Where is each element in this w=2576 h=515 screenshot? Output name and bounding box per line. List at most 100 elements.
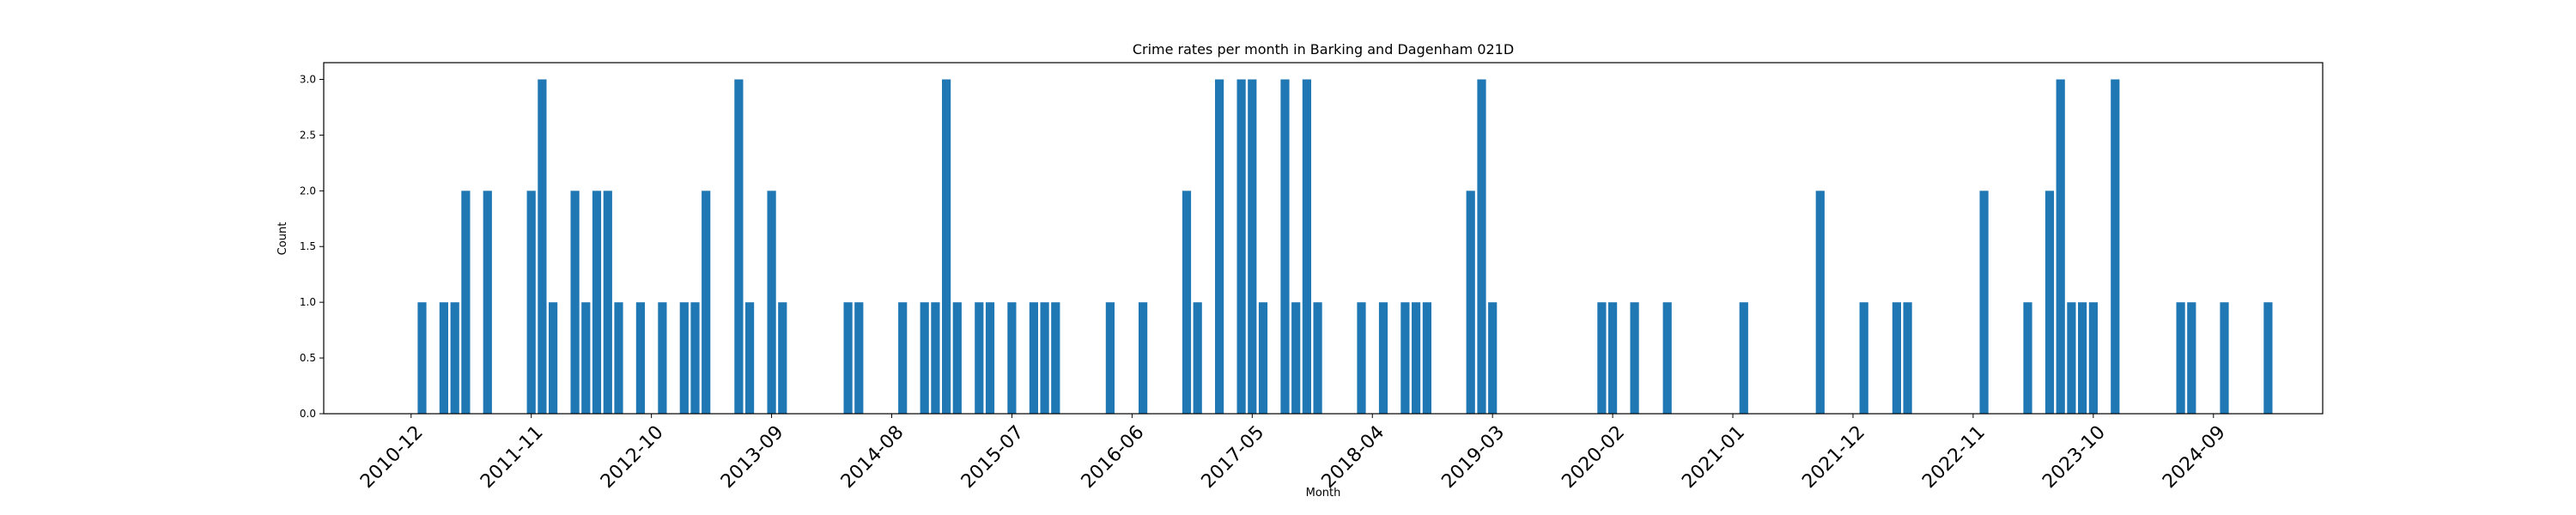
bar-2012-05 <box>592 191 602 415</box>
bar-2018-07 <box>1400 302 1410 414</box>
bar-2024-10 <box>2220 302 2229 414</box>
bar-2011-05 <box>461 191 471 415</box>
bar-2018-05 <box>1378 302 1388 414</box>
y-axis: 0.0 0.5 1.0 1.5 2.0 2.5 3.0 <box>300 73 324 420</box>
bar-2022-04 <box>1892 302 1901 414</box>
x-tick-label: 2021-01 <box>1678 421 1749 493</box>
bar-2013-06 <box>734 79 744 414</box>
x-tick-label: 2023-10 <box>2038 421 2110 493</box>
bar-2012-01 <box>549 302 558 414</box>
bar-2017-05 <box>1248 79 1257 414</box>
bar-2025-02 <box>2263 302 2273 414</box>
bar-2016-12 <box>1193 302 1202 414</box>
bar-2013-09 <box>767 191 776 415</box>
bar-2017-10 <box>1302 79 1311 414</box>
x-tick-label: 2021-12 <box>1798 421 1869 493</box>
x-tick-label: 2016-06 <box>1078 421 1149 493</box>
y-tick-label: 0.0 <box>300 408 316 420</box>
bar-2019-02 <box>1477 79 1486 414</box>
bar-2015-10 <box>1040 302 1049 414</box>
bar-2020-02 <box>1608 302 1618 414</box>
bar-2017-09 <box>1291 302 1301 414</box>
bar-2015-02 <box>952 302 962 414</box>
bar-2013-03 <box>702 191 711 415</box>
bar-2023-04 <box>2023 302 2032 414</box>
bar-2011-11 <box>526 191 536 415</box>
bar-2012-09 <box>635 302 645 414</box>
x-tick-label: 2011-11 <box>477 421 548 493</box>
bar-2013-02 <box>690 302 700 414</box>
bar-2014-11 <box>920 302 929 414</box>
bar-2024-07 <box>2187 302 2196 414</box>
x-tick-label: 2013-09 <box>717 421 788 493</box>
y-tick-label: 1.5 <box>300 240 316 252</box>
bar-2016-07 <box>1139 302 1148 414</box>
bar-2018-03 <box>1357 302 1366 414</box>
chart-title: Crime rates per month in Barking and Dag… <box>1133 41 1514 58</box>
x-tick-label: 2015-07 <box>957 421 1029 493</box>
bar-2015-04 <box>975 302 984 414</box>
x-tick-label: 2022-11 <box>1918 421 1990 493</box>
bar-2022-12 <box>1979 191 1989 415</box>
bar-2023-06 <box>2044 191 2055 415</box>
bar-2011-04 <box>450 302 459 414</box>
bar-2024-06 <box>2176 302 2185 414</box>
bar-2017-08 <box>1280 79 1290 414</box>
bar-2014-05 <box>854 302 864 414</box>
bar-2023-12 <box>2111 79 2120 414</box>
bar-2023-10 <box>2088 302 2098 414</box>
x-tick-label: 2014-08 <box>837 421 908 493</box>
bar-2017-06 <box>1258 302 1268 414</box>
bar-2022-01 <box>1859 302 1868 414</box>
bar-2018-08 <box>1412 302 1421 414</box>
bar-2018-09 <box>1422 302 1431 414</box>
y-tick-label: 1.0 <box>300 296 316 308</box>
x-axis: 2010-12 2011-11 2012-10 2013-09 2014-08 2015-… <box>356 414 2230 493</box>
bar-2016-11 <box>1182 191 1192 415</box>
bar-2023-09 <box>2078 302 2087 414</box>
x-tick-label: 2018-04 <box>1318 421 1389 493</box>
bar-2011-01 <box>417 302 427 414</box>
bar-2011-07 <box>483 191 492 415</box>
bar-2014-09 <box>898 302 908 414</box>
bar-2012-06 <box>603 191 612 415</box>
bar-2019-01 <box>1466 191 1475 415</box>
x-tick-label: 2017-05 <box>1198 421 1269 493</box>
x-axis-label: Month <box>1306 487 1341 500</box>
bar-2019-03 <box>1488 302 1498 414</box>
y-tick-label: 2.5 <box>300 129 316 141</box>
y-tick-label: 0.5 <box>300 352 316 364</box>
x-tick-label: 2010-12 <box>356 421 428 493</box>
bar-2015-09 <box>1029 302 1038 414</box>
bar-2021-09 <box>1815 191 1825 415</box>
bar-2023-07 <box>2056 79 2065 414</box>
bar-2016-04 <box>1105 302 1115 414</box>
bar-2013-10 <box>778 302 787 414</box>
bar-2012-04 <box>581 302 591 414</box>
y-tick-label: 2.0 <box>300 185 316 197</box>
bar-2014-04 <box>843 302 853 414</box>
x-tick-label: 2012-10 <box>597 421 668 493</box>
bar-2017-11 <box>1313 302 1322 414</box>
bar-2015-05 <box>985 302 995 414</box>
bar-2020-01 <box>1597 302 1607 414</box>
bar-2012-03 <box>570 191 580 415</box>
bar-2011-12 <box>538 79 547 414</box>
bar-2015-01 <box>942 79 951 414</box>
bar-2020-04 <box>1630 302 1639 414</box>
bar-2022-05 <box>1903 302 1912 414</box>
plot-frame <box>323 62 2324 415</box>
bar-2015-07 <box>1007 302 1017 414</box>
y-tick-label: 3.0 <box>300 73 316 85</box>
bar-2017-04 <box>1236 79 1246 414</box>
bars-group <box>417 79 2273 415</box>
x-tick-label: 2019-03 <box>1437 421 1509 493</box>
bar-2011-03 <box>439 302 448 414</box>
x-tick-label: 2020-02 <box>1558 421 1629 493</box>
bar-2012-07 <box>614 302 623 414</box>
bar-2012-11 <box>658 302 667 414</box>
bar-2021-02 <box>1739 302 1748 414</box>
bar-2023-08 <box>2067 302 2076 414</box>
y-axis-label: Count <box>276 222 289 256</box>
